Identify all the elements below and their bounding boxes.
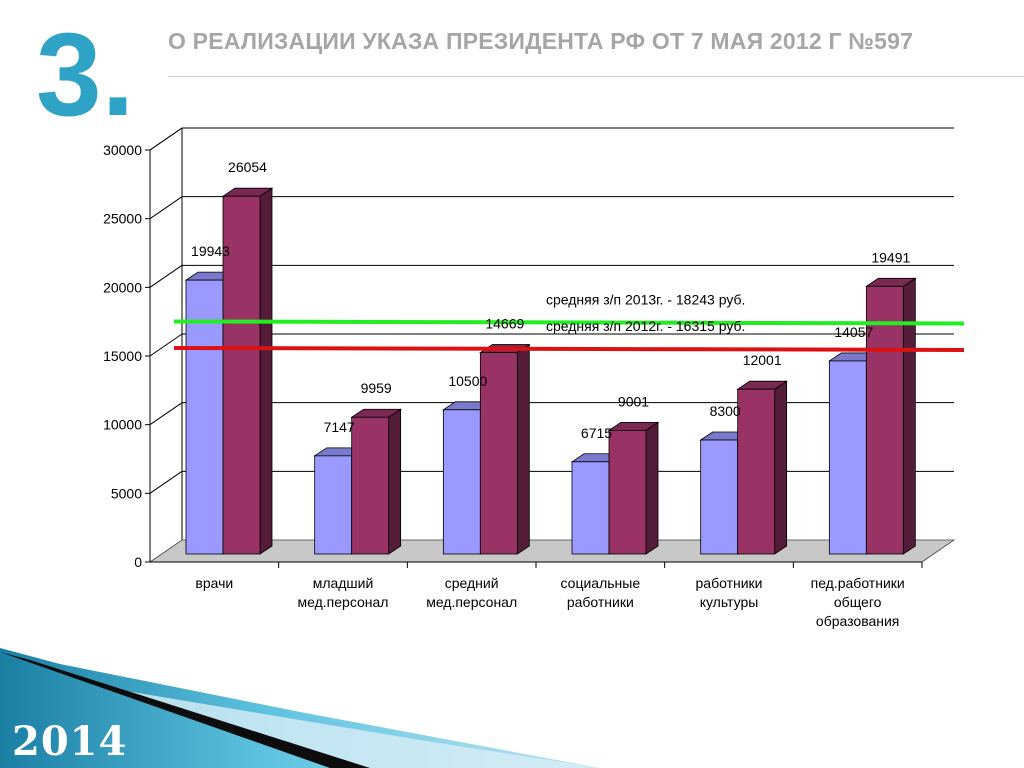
- bar: [608, 429, 647, 555]
- bar: [351, 416, 390, 555]
- x-tick-label: младший: [313, 575, 374, 591]
- data-label: 9959: [361, 380, 392, 396]
- gridline-depth: [149, 470, 183, 494]
- bar-b: [221, 187, 274, 555]
- bar: [865, 285, 904, 555]
- title-rule: [168, 76, 1024, 77]
- gridline-depth: [149, 333, 183, 357]
- year-label: 2014: [12, 718, 128, 765]
- bar-side: [516, 343, 530, 555]
- x-tick-label: культуры: [700, 594, 759, 610]
- corner-decoration: [0, 648, 600, 768]
- y-tick-label: 25000: [103, 211, 142, 227]
- x-tick-label: общего: [834, 594, 882, 610]
- reference-line: [173, 319, 965, 326]
- bar-side: [388, 408, 402, 555]
- data-label: 6715: [581, 425, 612, 441]
- data-label: 9001: [618, 393, 649, 409]
- bar-b: [607, 421, 660, 555]
- x-tick-label: мед.персонал: [298, 594, 389, 610]
- data-label: 14057: [834, 324, 873, 340]
- data-label: 14669: [485, 316, 524, 332]
- reference-line-label: средняя з/п 2012г. - 16315 руб.: [546, 318, 745, 334]
- x-tick-label: средний: [445, 575, 499, 591]
- bar-side: [645, 421, 659, 555]
- y-tick-label: 10000: [103, 417, 142, 433]
- x-tick-label: врачи: [195, 575, 233, 591]
- y-tick-label: 20000: [103, 279, 142, 295]
- x-tick-label: социальные: [561, 575, 641, 591]
- bar-b: [736, 380, 788, 555]
- data-label: 26054: [228, 159, 267, 175]
- bar-b: [865, 277, 917, 555]
- gridline-depth: [149, 127, 183, 151]
- gridline-depth: [149, 264, 183, 288]
- data-label: 7147: [324, 419, 355, 435]
- bar: [314, 455, 353, 555]
- bar-side: [902, 277, 916, 555]
- bar-b: [479, 343, 531, 555]
- bar-side: [259, 187, 273, 555]
- y-tick-label: 15000: [103, 348, 142, 364]
- corner-swoosh-light: [120, 690, 600, 768]
- x-tick-label: образования: [816, 613, 899, 629]
- corner-stripe: [0, 652, 370, 768]
- gridline-depth: [149, 196, 183, 220]
- bar: [571, 461, 610, 555]
- x-tick-label: работники: [567, 594, 634, 610]
- slide-number: 3.: [36, 9, 135, 141]
- bar: [442, 409, 481, 555]
- slide-title: О РЕАЛИЗАЦИИ УКАЗА ПРЕЗИДЕНТА РФ ОТ 7 МА…: [168, 28, 914, 54]
- x-tick-label: мед.персонал: [426, 594, 517, 610]
- bar: [737, 388, 776, 555]
- bar: [828, 360, 867, 555]
- y-tick-label: 30000: [103, 142, 142, 158]
- bar: [222, 195, 261, 555]
- y-tick-label: 5000: [111, 485, 142, 501]
- data-label: 19491: [871, 249, 910, 265]
- bar-side: [774, 380, 788, 555]
- bar: [479, 352, 518, 555]
- gridline-depth: [149, 402, 183, 426]
- y-tick-label: 0: [134, 554, 142, 570]
- data-label: 10500: [448, 373, 487, 389]
- reference-line: [173, 345, 965, 352]
- x-tick-label: пед.работники: [811, 575, 905, 591]
- data-label: 8300: [710, 403, 741, 419]
- corner-swoosh: [0, 648, 600, 768]
- data-label: 19943: [191, 243, 230, 259]
- data-label: 12001: [743, 352, 782, 368]
- bar: [700, 439, 739, 555]
- bar-b: [350, 408, 402, 555]
- bar: [185, 279, 224, 555]
- reference-line-label: средняя з/п 2013г. - 18243 руб.: [546, 291, 745, 307]
- x-tick-label: работники: [696, 575, 763, 591]
